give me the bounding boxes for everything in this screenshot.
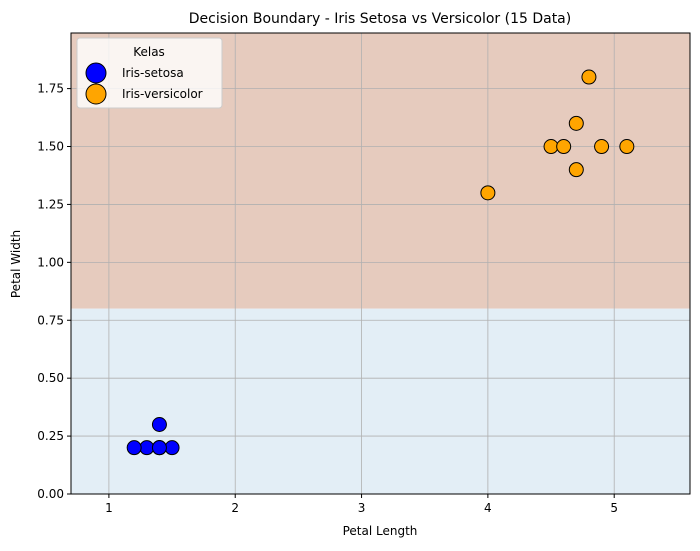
x-axis-ticks: 1 2 3 4 5 — [105, 494, 618, 515]
y-tick-label: 0.50 — [37, 371, 64, 385]
data-point-iris-versicolor — [480, 185, 496, 201]
y-axis-label: Petal Width — [9, 230, 23, 298]
x-tick-label: 1 — [105, 501, 113, 515]
x-tick-label: 2 — [231, 501, 239, 515]
data-point-iris-setosa — [151, 440, 167, 456]
data-point-iris-setosa — [126, 440, 142, 456]
data-points — [126, 69, 635, 456]
y-tick-label: 1.25 — [37, 197, 64, 211]
data-point-iris-versicolor — [619, 139, 635, 155]
data-point-iris-setosa — [151, 417, 167, 433]
legend-marker-iris-setosa — [85, 62, 107, 84]
data-point-iris-versicolor — [581, 69, 597, 85]
x-tick-label: 3 — [358, 501, 366, 515]
legend-label-iris-versicolor: Iris-versicolor — [122, 87, 203, 101]
plot-frame — [70, 32, 691, 495]
legend: Kelas Iris-setosa Iris-versicolor — [76, 37, 223, 109]
data-point-iris-setosa — [139, 440, 155, 456]
y-axis-ticks: 0.00 0.25 0.50 0.75 1.00 1.25 1.50 1.75 — [37, 82, 71, 501]
y-tick-label: 1.00 — [37, 255, 64, 269]
region-below-boundary — [71, 308, 690, 494]
legend-label-iris-setosa: Iris-setosa — [122, 66, 184, 80]
legend-marker-iris-versicolor — [85, 83, 107, 105]
y-tick-label: 1.50 — [37, 140, 64, 154]
data-point-iris-setosa — [164, 440, 180, 456]
legend-title: Kelas — [133, 45, 165, 59]
data-point-iris-versicolor — [594, 139, 610, 155]
y-tick-label: 1.75 — [37, 82, 64, 96]
y-tick-label: 0.00 — [37, 487, 64, 501]
x-tick-label: 5 — [610, 501, 618, 515]
y-tick-label: 0.75 — [37, 313, 64, 327]
x-tick-label: 4 — [484, 501, 492, 515]
data-point-iris-versicolor — [568, 115, 584, 131]
y-tick-label: 0.25 — [37, 429, 64, 443]
chart-title: Decision Boundary - Iris Setosa vs Versi… — [189, 11, 571, 27]
data-point-iris-versicolor — [543, 139, 559, 155]
data-point-iris-versicolor — [556, 139, 572, 155]
x-axis-label: Petal Length — [343, 524, 418, 538]
legend-box — [76, 37, 223, 109]
data-point-iris-versicolor — [568, 162, 584, 178]
